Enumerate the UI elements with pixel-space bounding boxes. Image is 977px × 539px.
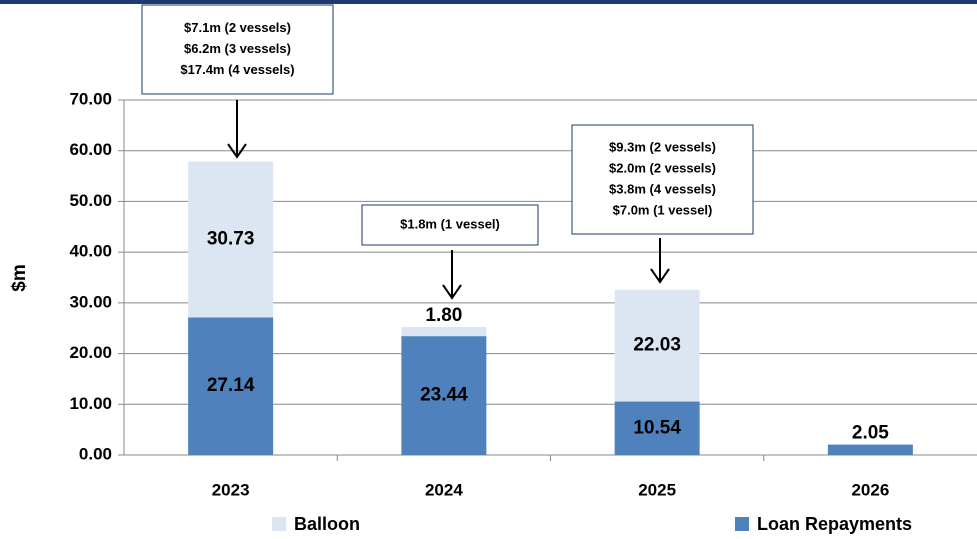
legend-swatch (735, 517, 749, 531)
annotation-arrowhead (227, 143, 247, 159)
annotation-text: $7.1m (2 vessels) (184, 20, 291, 35)
data-label: 30.73 (207, 228, 255, 249)
y-tick-label: 40.00 (69, 242, 112, 261)
legend-swatch (272, 517, 286, 531)
data-label: 2.05 (852, 423, 889, 444)
annotation-text: $2.0m (2 vessels) (609, 160, 716, 175)
y-tick-label: 60.00 (69, 140, 112, 159)
y-tick-label: 0.00 (79, 444, 112, 463)
y-axis-label: $m (9, 264, 30, 291)
bar-segment (401, 326, 487, 337)
legend-label: Loan Repayments (757, 514, 912, 534)
annotation-text: $17.4m (4 vessels) (180, 62, 294, 77)
x-tick-label: 2024 (425, 480, 463, 499)
data-label: 27.14 (207, 375, 255, 396)
x-tick-label: 2025 (638, 480, 676, 499)
annotation-box (141, 4, 334, 95)
y-tick-label: 20.00 (69, 343, 112, 362)
annotation-box (571, 124, 754, 235)
y-tick-label: 10.00 (69, 394, 112, 413)
data-label: 22.03 (633, 335, 681, 356)
annotation-box (361, 204, 539, 246)
annotation-arrowhead (442, 284, 462, 300)
data-label: 23.44 (420, 385, 468, 406)
legend-label: Balloon (294, 514, 360, 534)
annotation-text: $3.8m (4 vessels) (609, 181, 716, 196)
bar-segment (614, 289, 700, 402)
y-tick-label: 70.00 (69, 89, 112, 108)
bar-segment (401, 336, 487, 455)
bar-segment (188, 317, 274, 455)
annotation-text: $1.8m (1 vessel) (400, 216, 500, 231)
annotation-text: $9.3m (2 vessels) (609, 139, 716, 154)
y-tick-label: 30.00 (69, 292, 112, 311)
annotation-text: $7.0m (1 vessel) (613, 202, 713, 217)
bar-segment (827, 444, 913, 455)
data-label: 1.80 (425, 305, 462, 326)
y-tick-label: 50.00 (69, 191, 112, 210)
x-tick-label: 2023 (212, 480, 250, 499)
annotation-arrowhead (650, 268, 670, 284)
data-label: 10.54 (633, 417, 681, 438)
top-band (0, 0, 977, 4)
x-tick-label: 2026 (851, 480, 889, 499)
annotation-text: $6.2m (3 vessels) (184, 41, 291, 56)
bar-segment (188, 161, 274, 318)
bar-segment (614, 401, 700, 455)
